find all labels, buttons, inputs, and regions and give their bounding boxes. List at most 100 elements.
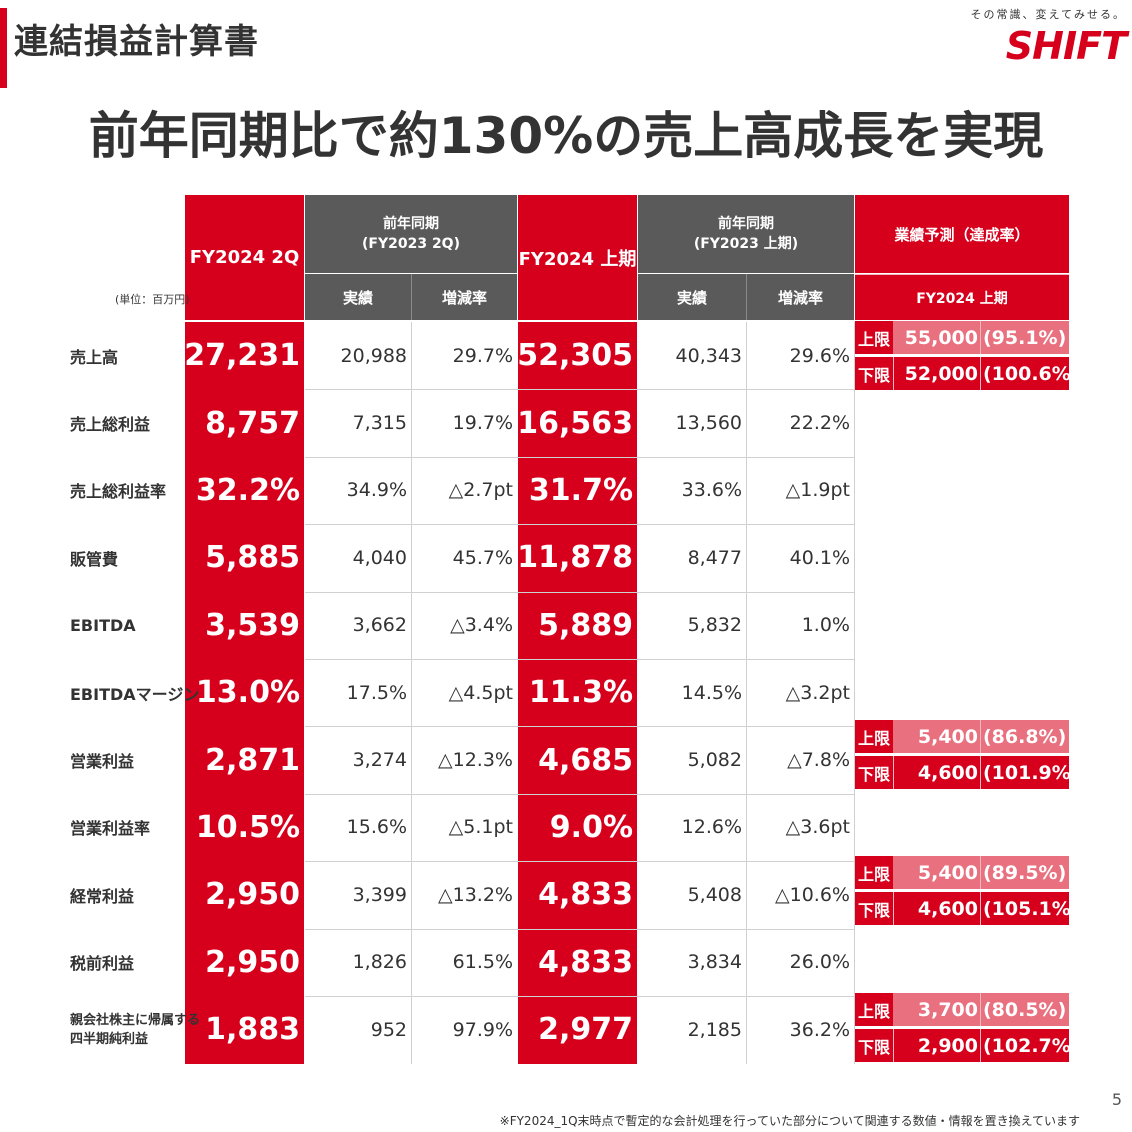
page-number: 5 [1111, 1090, 1122, 1109]
subheader-actual-2q: 実績 [305, 274, 411, 320]
grid-hline [305, 861, 854, 863]
prev-2q-change: △3.4% [450, 614, 513, 637]
forecast-upper-rate: (95.1%) [980, 321, 1069, 354]
forecast-lower-row: 下限 52,000 (100.6%) [855, 357, 1080, 390]
row-label: 経常利益 [70, 886, 135, 906]
fy2024-h1-value: 52,305 [517, 338, 633, 374]
forecast-upper-value: 3,700 [917, 998, 978, 1021]
forecast-upper-value: 5,400 [917, 861, 978, 884]
forecast-upper-rate: (80.5%) [980, 993, 1069, 1026]
row-label: 売上高 [70, 347, 119, 367]
header-prev-2q-line1: 前年同期 [383, 216, 439, 232]
prev-h1-change: △3.6pt [785, 816, 850, 839]
prev-h1-actual: 12.6% [681, 816, 742, 839]
prev-2q-change: △4.5pt [448, 681, 513, 704]
upper-tag: 上限 [855, 856, 893, 889]
fy2024-2q-value: 3,539 [205, 607, 300, 643]
prev-h1-actual: 5,832 [687, 614, 742, 637]
fy2024-h1-value: 9.0% [549, 809, 633, 845]
prev-h1-actual: 3,834 [687, 951, 742, 974]
prev-h1-actual: 13,560 [675, 412, 742, 435]
fy2024-h1-value: 16,563 [517, 405, 633, 441]
header-prev-2q: 前年同期 (FY2023 2Q) [305, 195, 517, 273]
lower-tag: 下限 [855, 357, 894, 390]
forecast-lower-value: 4,600 [917, 897, 978, 920]
fy2024-h1-value: 4,833 [538, 877, 633, 913]
row-label: 税前利益 [70, 954, 135, 974]
section-title: 連結損益計算書 [14, 22, 259, 62]
prev-2q-actual: 3,399 [352, 883, 407, 906]
forecast-ordinary-income: 上限 5,400 (89.5%) 下限 4,600 (105.1%) [855, 856, 1080, 925]
prev-2q-change: △12.3% [438, 749, 513, 772]
forecast-upper-value: 5,400 [917, 725, 978, 748]
row-label-line2: 四半期純利益 [70, 1031, 149, 1047]
prev-2q-actual: 15.6% [346, 816, 407, 839]
grid-hline [305, 996, 854, 997]
forecast-upper-rate: (89.5%) [980, 856, 1069, 889]
header-prev-h1-line1: 前年同期 [718, 216, 774, 232]
grid-hline [305, 659, 854, 660]
subheader-forecast-fy2024-h1: FY2024 上期 [855, 274, 1069, 320]
prev-h1-change: 22.2% [789, 412, 850, 435]
subheader-change-h1: 増減率 [746, 274, 854, 320]
fy2024-h1-value: 4,685 [538, 742, 633, 778]
forecast-lower-value: 2,900 [917, 1034, 978, 1057]
prev-h1-change: 40.1% [789, 546, 850, 569]
prev-h1-change: △3.2pt [785, 681, 850, 704]
forecast-lower-row: 下限 4,600 (105.1%) [855, 892, 1080, 925]
prev-2q-actual: 7,315 [352, 412, 407, 435]
header-prev-2q-line2: (FY2023 2Q) [362, 236, 460, 252]
prev-2q-actual: 4,040 [352, 546, 407, 569]
fy2024-2q-value: 2,950 [205, 944, 300, 980]
forecast-upper-value: 55,000 [904, 326, 978, 349]
forecast-upper-row: 上限 5,400 (89.5%) [855, 856, 1069, 889]
forecast-upper-rate: (86.8%) [980, 720, 1069, 753]
header-prev-h1: 前年同期 (FY2023 上期) [638, 195, 854, 273]
prev-2q-change: 19.7% [452, 412, 513, 435]
prev-h1-actual: 33.6% [681, 479, 742, 502]
grid-hline [305, 456, 854, 458]
forecast-net-income: 上限 3,700 (80.5%) 下限 2,900 (102.7%) [855, 993, 1080, 1062]
fy2024-h1-value: 2,977 [538, 1012, 633, 1048]
grid-vline [411, 322, 412, 1064]
prev-2q-actual: 1,826 [352, 951, 407, 974]
prev-2q-change: 61.5% [452, 951, 513, 974]
grid-hline [305, 524, 854, 526]
fy2024-h1-value: 11,878 [517, 540, 633, 576]
fy2024-2q-value: 5,885 [205, 540, 300, 576]
prev-h1-change: 1.0% [801, 614, 850, 637]
fy2024-h1-value: 31.7% [528, 472, 633, 508]
prev-h1-actual: 8,477 [687, 546, 742, 569]
prev-2q-change: 45.7% [452, 546, 513, 569]
lower-tag: 下限 [855, 892, 894, 925]
header-fy2024-h1: FY2024 上期 [518, 195, 637, 320]
forecast-sales: 上限 55,000 (95.1%) 下限 52,000 (100.6%) [855, 321, 1080, 390]
row-label: EBITDAマージン [70, 684, 200, 704]
forecast-lower-row: 下限 2,900 (102.7%) [855, 1029, 1080, 1062]
forecast-lower-row: 下限 4,600 (101.9%) [855, 756, 1080, 789]
row-label: 営業利益率 [70, 819, 151, 839]
shift-logo: SHIFT [1005, 24, 1127, 68]
row-label: 親会社株主に帰属する 四半期純利益 [70, 996, 200, 1063]
row-label: 売上総利益 [70, 415, 151, 435]
page-headline: 前年同期比で約130%の売上高成長を実現 [88, 107, 1044, 165]
prev-h1-actual: 5,408 [687, 883, 742, 906]
grid-hline [305, 389, 854, 391]
fy2024-2q-value: 32.2% [195, 472, 300, 508]
header-forecast: 業績予測（達成率） [855, 195, 1069, 273]
prev-2q-actual: 20,988 [340, 344, 407, 367]
forecast-lower-rate: (102.7%) [980, 1029, 1080, 1062]
prev-h1-actual: 5,082 [687, 749, 742, 772]
header-fy2024-2q: FY2024 2Q [185, 195, 304, 320]
prev-h1-actual: 40,343 [675, 344, 742, 367]
forecast-lower-value: 4,600 [917, 761, 978, 784]
row-label: 販管費 [70, 549, 119, 569]
fy2024-h1-value: 4,833 [538, 944, 633, 980]
upper-tag: 上限 [855, 993, 893, 1026]
row-label-line1: 親会社株主に帰属する [70, 1012, 201, 1028]
subheader-actual-h1: 実績 [638, 274, 746, 320]
prev-h1-actual: 14.5% [681, 681, 742, 704]
fy2024-h1-value: 5,889 [538, 607, 633, 643]
prev-2q-change: 29.7% [452, 344, 513, 367]
prev-h1-change: △7.8% [787, 749, 850, 772]
